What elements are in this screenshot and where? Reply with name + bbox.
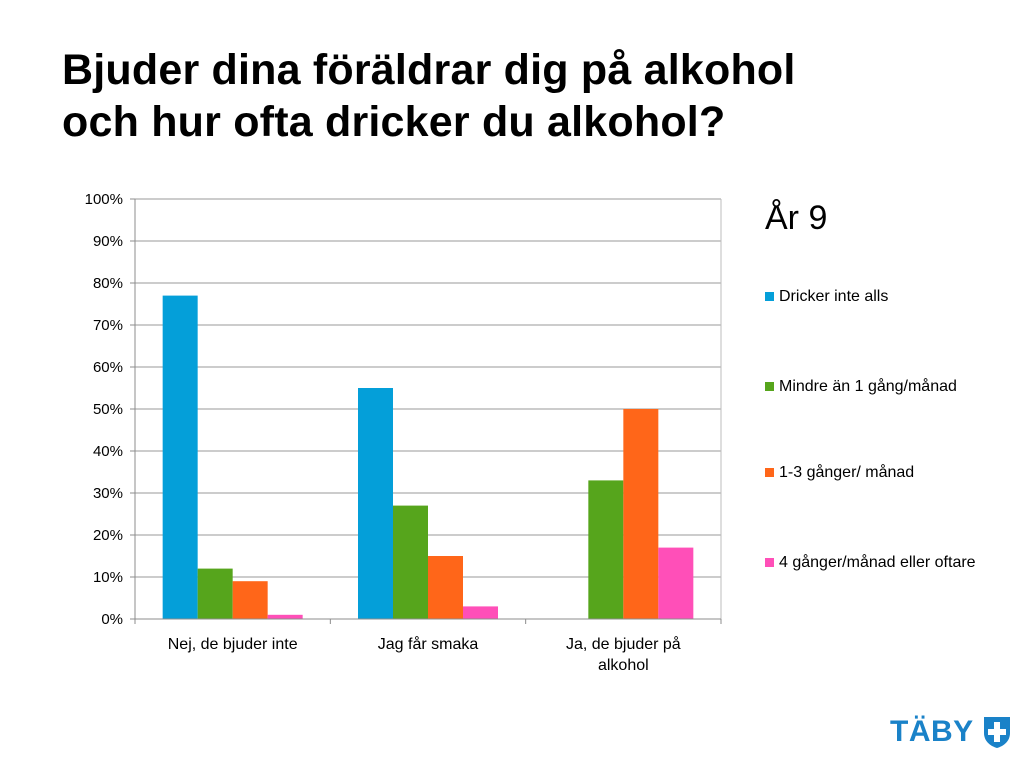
legend-swatch [765,468,774,477]
y-tick-label: 60% [93,359,123,376]
bar [267,614,303,619]
y-tick-label: 70% [93,317,123,334]
page-title: Bjuder dina föräldrar dig på alkohol och… [62,44,982,148]
y-tick-label: 80% [93,275,123,292]
x-tick-label: alkohol [598,657,649,674]
y-tick-label: 50% [93,401,123,418]
legend-label: Dricker inte alls [779,288,889,305]
taby-logo: TÄBY [890,714,1012,750]
bar [232,581,268,619]
bar [162,295,198,619]
title-line-1: Bjuder dina föräldrar dig på alkohol [62,46,796,94]
x-tick-label: Ja, de bjuder på [566,635,681,653]
y-tick-label: 90% [93,233,123,250]
y-tick-label: 40% [93,443,123,460]
title-line-2: och hur ofta dricker du alkohol? [62,98,726,146]
taby-shield-icon [983,717,1010,748]
x-tick-label: Nej, de bjuder inte [168,636,298,653]
legend-label: Mindre än 1 gång/månad [779,378,957,395]
legend-swatch [765,292,774,301]
y-tick-label: 30% [93,485,123,502]
y-tick-label: 10% [93,569,123,586]
bar [623,409,659,619]
bar [658,547,694,619]
legend-title: År 9 [765,199,828,237]
bar [197,568,233,619]
bar-chart: 0% 10% 20% 30% 40% 50% 60% 70% 80% 90% 100% Nej, de… [85,191,722,674]
legend-swatch [765,382,774,391]
bar [358,388,393,619]
legend-label: 1-3 gånger/ månad [779,464,915,481]
y-tick-label: 0% [101,611,123,628]
bar [588,480,624,619]
y-tick-label: 100% [85,191,123,208]
bar [393,505,428,619]
bar [463,606,498,619]
legend-label: 4 gånger/månad eller oftare [779,554,976,571]
bar [428,556,463,619]
x-tick-label: Jag får smaka [378,635,479,653]
legend-swatch [765,558,774,567]
y-tick-label: 20% [93,527,123,544]
logo-text: TÄBY [890,715,974,748]
